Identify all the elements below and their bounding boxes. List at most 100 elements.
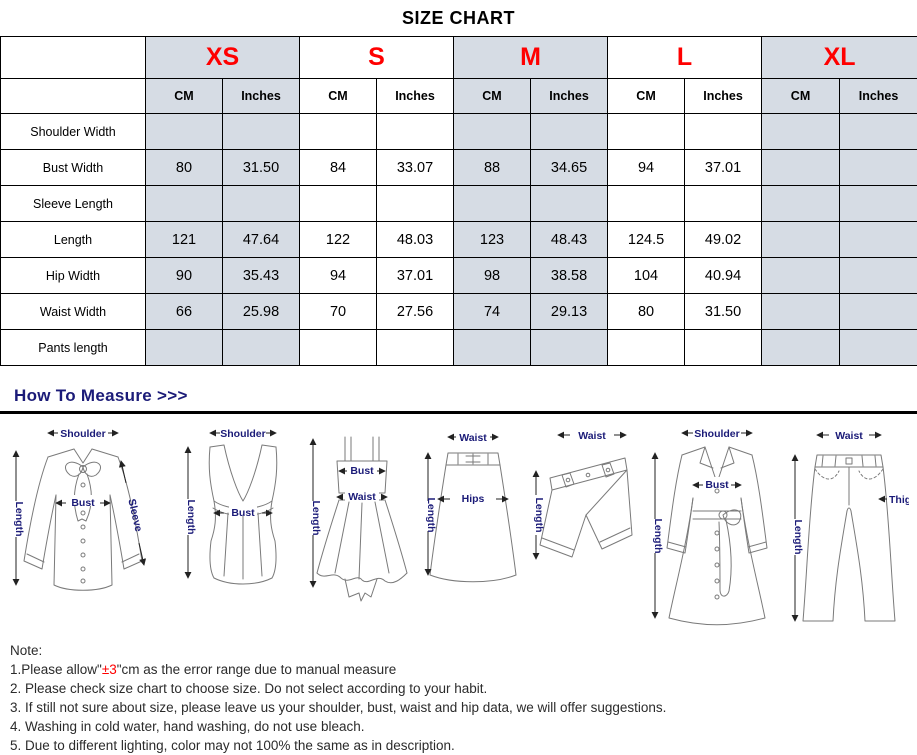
- value-cell: [840, 294, 917, 330]
- row-label: Bust Width: [1, 150, 146, 186]
- value-cell: 35.43: [223, 258, 300, 294]
- value-cell: 80: [608, 294, 685, 330]
- value-cell: 31.50: [223, 150, 300, 186]
- value-cell: [454, 114, 531, 150]
- page-title: SIZE CHART: [0, 0, 917, 32]
- measure-label: Thigh: [889, 494, 909, 506]
- measure-label: Length: [13, 502, 25, 537]
- value-cell: [223, 186, 300, 222]
- note-item: 1.Please allow"±3"cm as the error range …: [10, 660, 917, 679]
- value-cell: 94: [608, 150, 685, 186]
- value-cell: [146, 330, 223, 366]
- measure-label: Length: [533, 498, 545, 533]
- unit-header-cm: CM: [608, 79, 685, 114]
- value-cell: [223, 330, 300, 366]
- value-cell: [146, 114, 223, 150]
- value-cell: 31.50: [685, 294, 762, 330]
- table-row: Sleeve Length: [1, 186, 917, 222]
- measure-label: Shoulder: [60, 428, 106, 440]
- value-cell: 48.03: [377, 222, 454, 258]
- note-highlight: ±3: [102, 662, 117, 677]
- figure-vest-diagram: Shoulder Length Bust: [180, 423, 305, 628]
- measure-label: Bust: [71, 497, 95, 509]
- row-label: Hip Width: [1, 258, 146, 294]
- measure-label: Sleeve: [125, 498, 144, 533]
- note-text: 1.Please allow": [10, 662, 102, 677]
- value-cell: [685, 186, 762, 222]
- row-label: Pants length: [1, 330, 146, 366]
- value-cell: 124.5: [608, 222, 685, 258]
- measure-label: Waist: [348, 491, 376, 503]
- table-row: Pants length: [1, 330, 917, 366]
- value-cell: [608, 186, 685, 222]
- value-cell: [300, 114, 377, 150]
- measure-label: Shoulder: [694, 428, 740, 440]
- value-cell: [685, 330, 762, 366]
- value-cell: 38.58: [531, 258, 608, 294]
- value-cell: [300, 186, 377, 222]
- figure-shorts-diagram: Waist Length: [530, 423, 645, 628]
- measure-label: Length: [310, 501, 322, 536]
- unit-header-inches: Inches: [223, 79, 300, 114]
- value-cell: 98: [454, 258, 531, 294]
- value-cell: 25.98: [223, 294, 300, 330]
- value-cell: 48.43: [531, 222, 608, 258]
- row-label: Length: [1, 222, 146, 258]
- value-cell: 94: [300, 258, 377, 294]
- measure-label: Waist: [460, 432, 488, 444]
- value-cell: [531, 114, 608, 150]
- value-cell: [762, 258, 840, 294]
- value-cell: 37.01: [377, 258, 454, 294]
- how-to-measure-heading: How To Measure >>>: [0, 386, 917, 414]
- value-cell: [762, 294, 840, 330]
- note-text: "cm as the error range due to manual mea…: [117, 662, 396, 677]
- unit-header-inches: Inches: [685, 79, 762, 114]
- notes-section: Note: 1.Please allow"±3"cm as the error …: [0, 637, 917, 755]
- measure-label: Shoulder: [220, 428, 266, 440]
- value-cell: 33.07: [377, 150, 454, 186]
- row-label: Sleeve Length: [1, 186, 146, 222]
- value-cell: [840, 114, 917, 150]
- unit-header-inches: Inches: [531, 79, 608, 114]
- value-cell: [608, 114, 685, 150]
- value-cell: 29.13: [531, 294, 608, 330]
- note-item: 5. Due to different lighting, color may …: [10, 736, 917, 755]
- figure-skirt-diagram: Waist Length Hips: [418, 423, 528, 628]
- table-row: Bust Width 80 31.50 84 33.07 88 34.65 94…: [1, 150, 917, 186]
- size-header-xs: XS: [146, 37, 300, 79]
- value-cell: 40.94: [685, 258, 762, 294]
- value-cell: 27.56: [377, 294, 454, 330]
- value-cell: [223, 114, 300, 150]
- row-label: Waist Width: [1, 294, 146, 330]
- note-item: 3. If still not sure about size, please …: [10, 698, 917, 717]
- measure-label: Waist: [579, 430, 607, 442]
- table-row: Length 121 47.64 122 48.03 123 48.43 124…: [1, 222, 917, 258]
- measure-figures: Shoulder Length Bust Sleeve Shoulder Len…: [0, 414, 917, 637]
- value-cell: [608, 330, 685, 366]
- value-cell: 123: [454, 222, 531, 258]
- value-cell: 84: [300, 150, 377, 186]
- value-cell: [762, 330, 840, 366]
- unit-header-cm: CM: [454, 79, 531, 114]
- row-label: Shoulder Width: [1, 114, 146, 150]
- measure-label: Bust: [231, 507, 255, 519]
- corner-cell: [1, 37, 146, 79]
- how-to-measure-label: How To Measure >>>: [14, 386, 188, 405]
- value-cell: 49.02: [685, 222, 762, 258]
- value-cell: 121: [146, 222, 223, 258]
- value-cell: 66: [146, 294, 223, 330]
- value-cell: 90: [146, 258, 223, 294]
- figure-blouse-diagram: Shoulder Length Bust Sleeve: [8, 423, 178, 628]
- measure-label: Length: [425, 498, 437, 533]
- measure-label: Length: [652, 519, 664, 554]
- note-item: 4. Washing in cold water, hand washing, …: [10, 717, 917, 736]
- table-row: Hip Width 90 35.43 94 37.01 98 38.58 104…: [1, 258, 917, 294]
- value-cell: [531, 330, 608, 366]
- size-header-s: S: [300, 37, 454, 79]
- value-cell: [762, 114, 840, 150]
- value-cell: [762, 186, 840, 222]
- value-cell: [840, 258, 917, 294]
- measure-label: Bust: [705, 479, 729, 491]
- value-cell: 74: [454, 294, 531, 330]
- note-item: 2. Please check size chart to choose siz…: [10, 679, 917, 698]
